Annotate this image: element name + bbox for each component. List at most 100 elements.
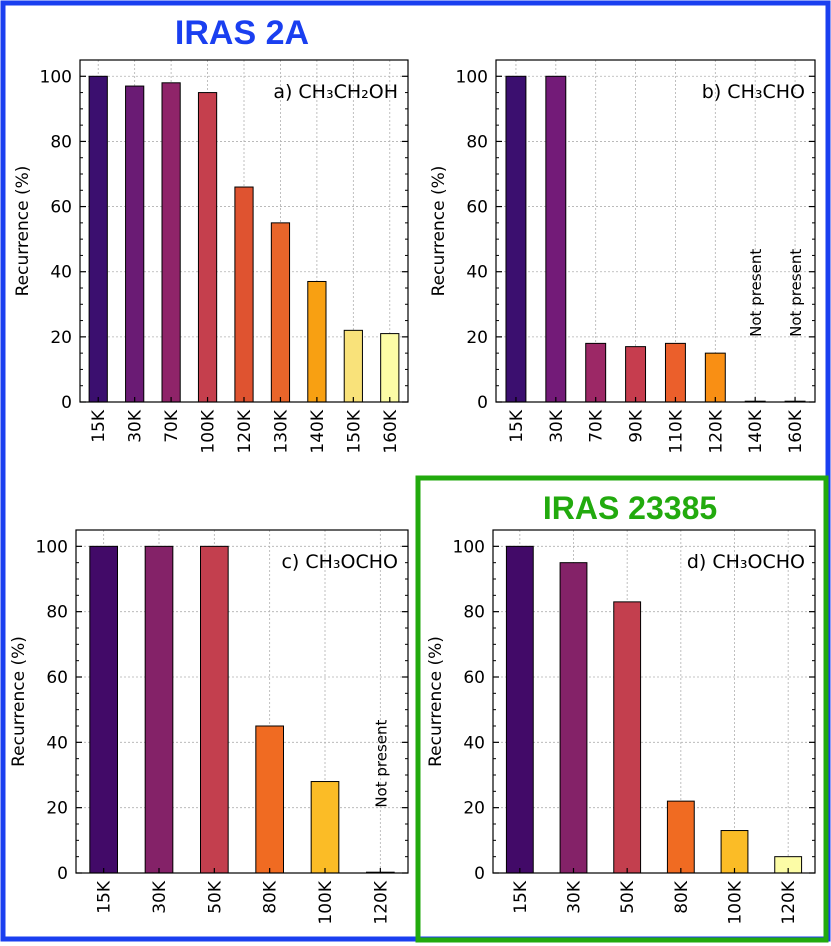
plot-area: [76, 530, 408, 873]
bar-80K: [666, 800, 695, 874]
x-tick-label-160K: 160K: [381, 409, 401, 453]
x-tick-label-110K: 110K: [666, 409, 686, 453]
bar-160K: [380, 333, 400, 403]
bar-130K: [270, 222, 291, 403]
x-tick-label-50K: 50K: [205, 880, 225, 914]
x-tick-label-100K: 100K: [726, 880, 746, 924]
x-tick-label-70K: 70K: [162, 409, 182, 443]
y-tick-label: 20: [50, 328, 72, 348]
y-tick-label: 80: [50, 132, 72, 152]
x-tick-label-70K: 70K: [587, 409, 607, 443]
y-tick-label: 0: [61, 393, 72, 413]
chart-panel-a: 0 20 40 60 80 100 15K 30K 70K 100K 120K 130K 140K 150…: [13, 59, 409, 454]
y-tick-label: 60: [463, 668, 485, 688]
bar-120K: [234, 186, 254, 403]
x-tick-label-90K: 90K: [627, 409, 647, 443]
bar-110K: [664, 342, 686, 403]
iras-2a-title: IRAS 2A: [175, 14, 309, 52]
y-tick-label: 100: [453, 537, 485, 557]
panel-label: a) CH₃CH₂OH: [273, 81, 398, 103]
y-tick-label: 60: [466, 198, 488, 218]
bar-30K: [125, 85, 145, 403]
x-tick-label-15K: 15K: [507, 409, 527, 443]
y-tick-label: 100: [36, 537, 68, 557]
y-tick-label: 20: [466, 328, 488, 348]
axes-frame: [75, 529, 409, 874]
y-tick-label: 40: [463, 733, 485, 753]
bar-120K: [704, 352, 726, 403]
bar-50K: [613, 601, 642, 874]
x-tick-label-130K: 130K: [271, 409, 291, 453]
y-axis-label: Recurrence (%): [9, 636, 29, 767]
y-tick-label: 60: [50, 198, 72, 218]
x-tick-label-120K: 120K: [779, 880, 799, 924]
x-tick-label-30K: 30K: [126, 409, 146, 443]
x-tick-label-120K: 120K: [235, 409, 255, 453]
y-tick-label: 80: [463, 603, 485, 623]
x-tick-label-30K: 30K: [565, 880, 585, 914]
y-tick-label: 100: [456, 67, 488, 87]
bar-100K: [310, 781, 340, 874]
x-tick-label-120K: 120K: [706, 409, 726, 453]
chart-panel-b: Not present Not present 0 20 40 60 80 100 15K 30K…: [429, 59, 816, 454]
bar-15K: [505, 545, 534, 874]
y-tick-label: 40: [46, 733, 68, 753]
axes-frame: [492, 529, 816, 874]
bar-80K: [255, 725, 284, 874]
x-tick-label-15K: 15K: [89, 409, 109, 443]
y-tick-label: 80: [466, 132, 488, 152]
x-tick-label-30K: 30K: [150, 880, 170, 914]
y-tick-label: 20: [463, 799, 485, 819]
x-tick-label-140K: 140K: [308, 409, 328, 453]
not-present-label: Not present: [747, 249, 765, 337]
chart-panel-d: 0 20 40 60 80 100 15K 30K 50K 80K 100K 120K Recurren…: [426, 529, 816, 925]
y-axis-label: Recurrence (%): [429, 166, 449, 297]
x-tick-label-140K: 140K: [746, 409, 766, 453]
y-tick-label: 60: [46, 668, 68, 688]
y-tick-label: 0: [57, 864, 68, 884]
y-tick-label: 0: [477, 393, 488, 413]
x-tick-label-100K: 100K: [316, 880, 336, 924]
y-tick-label: 40: [466, 263, 488, 283]
bar-30K: [545, 75, 567, 403]
bar-150K: [343, 329, 363, 403]
axes-frame: [495, 59, 816, 403]
bar-30K: [559, 562, 588, 874]
x-tick-label-50K: 50K: [618, 880, 638, 914]
x-tick-label-80K: 80K: [672, 880, 692, 914]
y-axis-label: Recurrence (%): [426, 636, 446, 767]
bar-15K: [88, 75, 108, 403]
not-present-label: Not present: [372, 719, 390, 807]
bar-140K: [307, 280, 327, 403]
bar-70K: [161, 82, 181, 403]
bar-30K: [144, 545, 174, 874]
bar-70K: [585, 342, 607, 403]
panel-label: d) CH₃OCHO: [687, 551, 805, 573]
plot-area: [496, 60, 815, 402]
y-axis-label: Recurrence (%): [13, 166, 33, 297]
x-tick-label-15K: 15K: [95, 880, 115, 914]
iras-23385-title: IRAS 23385: [543, 490, 717, 526]
x-tick-label-30K: 30K: [547, 409, 567, 443]
y-tick-label: 100: [40, 67, 72, 87]
bar-90K: [625, 346, 647, 403]
x-tick-label-120K: 120K: [371, 880, 391, 924]
y-tick-label: 40: [50, 263, 72, 283]
y-tick-label: 20: [46, 799, 68, 819]
bar-15K: [505, 75, 527, 403]
x-tick-label-160K: 160K: [786, 409, 806, 453]
plot-area: [493, 530, 815, 873]
panel-label: b) CH₃CHO: [702, 81, 805, 103]
x-tick-label-150K: 150K: [344, 409, 364, 453]
y-tick-label: 0: [474, 864, 485, 884]
chart-panel-c: Not present 0 20 40 60 80 100 15K 30K 50K 80K 100K 1…: [9, 529, 409, 925]
bar-100K: [197, 92, 218, 403]
bar-50K: [200, 545, 229, 874]
x-tick-label-100K: 100K: [199, 409, 219, 453]
bar-100K: [720, 830, 749, 874]
iras-23385-frame: [415, 475, 829, 943]
y-tick-label: 80: [46, 603, 68, 623]
panel-label: c) CH₃OCHO: [281, 551, 398, 573]
